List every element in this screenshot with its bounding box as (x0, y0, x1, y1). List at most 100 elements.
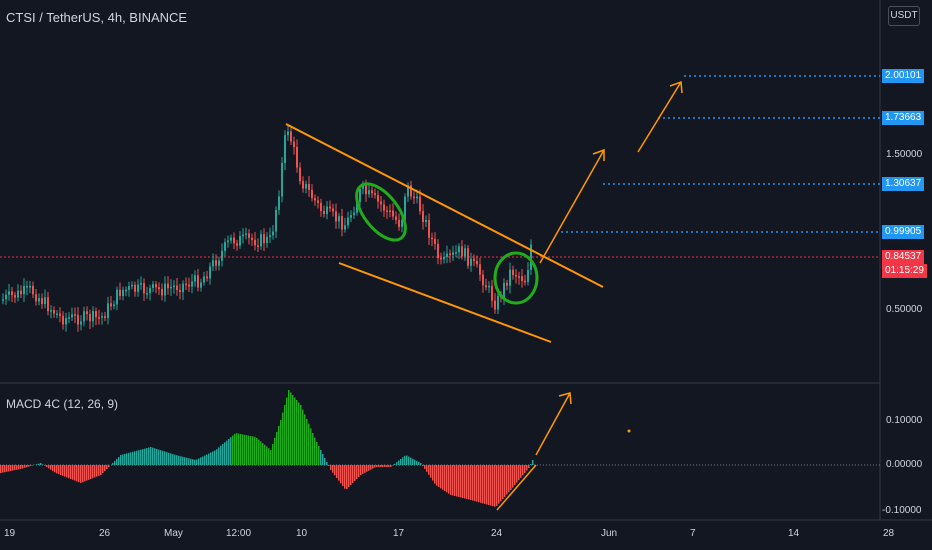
candle-body (449, 253, 451, 256)
channel-lower-line[interactable] (338, 262, 552, 343)
candle-body (113, 304, 115, 307)
current-price-tag: 0.84537 (882, 250, 925, 264)
symbol-title[interactable]: CTSI / TetherUS, 4h, BINANCE (6, 10, 188, 25)
histogram-bar (246, 435, 248, 465)
macd-label-1: 0.10000 (886, 415, 923, 426)
candle-body (491, 285, 493, 301)
histogram-bar (304, 414, 306, 465)
target-tag-2[interactable]: 1.73663 (882, 111, 925, 125)
histogram-bar (6, 465, 8, 472)
candle-body (371, 190, 373, 194)
histogram-bar (234, 433, 236, 465)
histogram-bar (228, 438, 230, 465)
histogram-bar (490, 465, 492, 506)
histogram-bar (284, 405, 286, 465)
histogram-bar (352, 465, 354, 483)
histogram-bar (520, 465, 522, 478)
histogram-bar (484, 465, 486, 504)
candle-body (398, 219, 400, 227)
macd-trend-line[interactable] (496, 464, 537, 511)
channel-upper-line[interactable] (285, 123, 604, 288)
histogram-bar (394, 463, 396, 465)
candle-body (506, 282, 508, 286)
histogram-bar (310, 428, 312, 465)
histogram-bar (364, 465, 366, 473)
breakout-arrow[interactable] (539, 148, 605, 264)
highlight-ellipse-1[interactable] (347, 176, 414, 249)
candle-body (485, 285, 487, 288)
candle-body (167, 283, 169, 289)
histogram-bar (428, 465, 430, 475)
candle-body (149, 288, 151, 294)
countdown-tag: 01:15:29 (882, 264, 927, 278)
candle-body (68, 317, 70, 319)
candle-body (332, 208, 334, 212)
target-arrow[interactable] (637, 80, 683, 153)
candle-body (29, 285, 31, 288)
time-label-19: 19 (4, 528, 16, 539)
candle-body (308, 183, 310, 190)
histogram-bar (286, 397, 288, 465)
histogram-bar (66, 465, 68, 478)
macd-up-arrow[interactable] (535, 392, 572, 456)
histogram-bar (268, 448, 270, 465)
histogram-bar (186, 457, 188, 465)
candle-body (194, 275, 196, 282)
macd-title[interactable]: MACD 4C (12, 26, 9) (6, 397, 119, 411)
candle-body (350, 215, 352, 218)
histogram-bar (144, 448, 146, 465)
candle-body (197, 275, 199, 288)
candle-body (422, 211, 424, 223)
histogram-bar (256, 437, 258, 465)
histogram-bar (128, 452, 130, 465)
histogram-bar (298, 402, 300, 465)
candle-body (185, 283, 187, 286)
histogram-bar (460, 465, 462, 498)
candle-body (530, 244, 532, 271)
histogram-bar (486, 465, 488, 505)
histogram-bar (370, 465, 372, 470)
candle-body (488, 285, 490, 288)
histogram-bar (230, 437, 232, 465)
candle-body (416, 196, 418, 199)
histogram-bar (446, 465, 448, 493)
target-tag-4[interactable]: 0.99905 (882, 225, 925, 239)
candle-body (107, 303, 109, 318)
candle-body (8, 291, 10, 295)
candle-body (26, 286, 28, 288)
histogram-bar (226, 440, 228, 465)
histogram-bar (58, 465, 60, 475)
histogram-bar (42, 464, 44, 465)
candle-body (128, 286, 130, 290)
target-tag-3[interactable]: 1.30637 (882, 177, 925, 191)
histogram-bar (342, 465, 344, 486)
candle-body (410, 185, 412, 197)
histogram-bar (182, 456, 184, 465)
candle-body (338, 216, 340, 222)
target-tag-1[interactable]: 2.00101 (882, 69, 925, 83)
highlight-ellipse-2[interactable] (493, 251, 539, 305)
histogram-bar (442, 465, 444, 490)
histogram-bar (340, 465, 342, 484)
candle-body (239, 236, 241, 246)
candle-body (200, 282, 202, 288)
candle-body (284, 135, 286, 163)
histogram-bar (118, 457, 120, 465)
candle-body (89, 314, 91, 322)
histogram-bar (458, 465, 460, 497)
histogram-bar (344, 465, 346, 489)
histogram-bar (40, 463, 42, 465)
histogram-bar (478, 465, 480, 503)
candle-body (440, 258, 442, 260)
currency-button[interactable]: USDT (888, 6, 920, 26)
candle-body (443, 257, 445, 260)
time-label-10: 10 (296, 528, 308, 539)
histogram-bar (14, 465, 16, 471)
candle-body (473, 258, 475, 261)
candle-body (11, 291, 13, 296)
histogram-bar (512, 465, 514, 488)
candle-body (206, 276, 208, 279)
candle-body (38, 298, 40, 302)
histogram-bar (338, 465, 340, 481)
